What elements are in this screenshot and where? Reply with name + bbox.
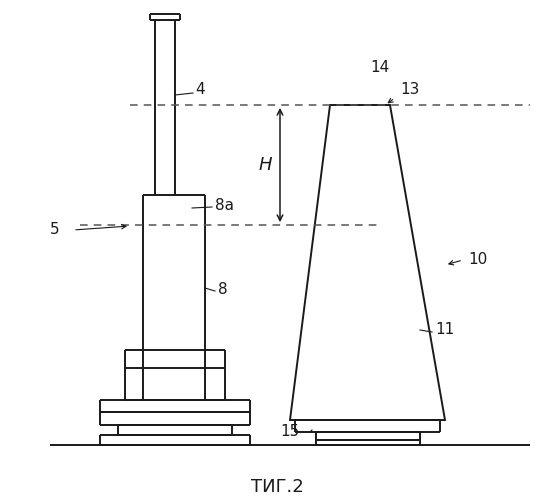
Text: 8: 8 [218,282,228,298]
Text: H: H [258,156,272,174]
Text: 11: 11 [435,322,454,338]
Text: 8a: 8a [215,198,234,212]
Text: 14: 14 [370,60,389,76]
Text: ΤИГ.2: ΤИГ.2 [250,478,304,496]
Text: 15: 15 [281,424,300,440]
Text: 4: 4 [195,82,204,98]
Text: 5: 5 [50,222,60,238]
Text: 13: 13 [400,82,419,98]
Text: 10: 10 [468,252,488,268]
